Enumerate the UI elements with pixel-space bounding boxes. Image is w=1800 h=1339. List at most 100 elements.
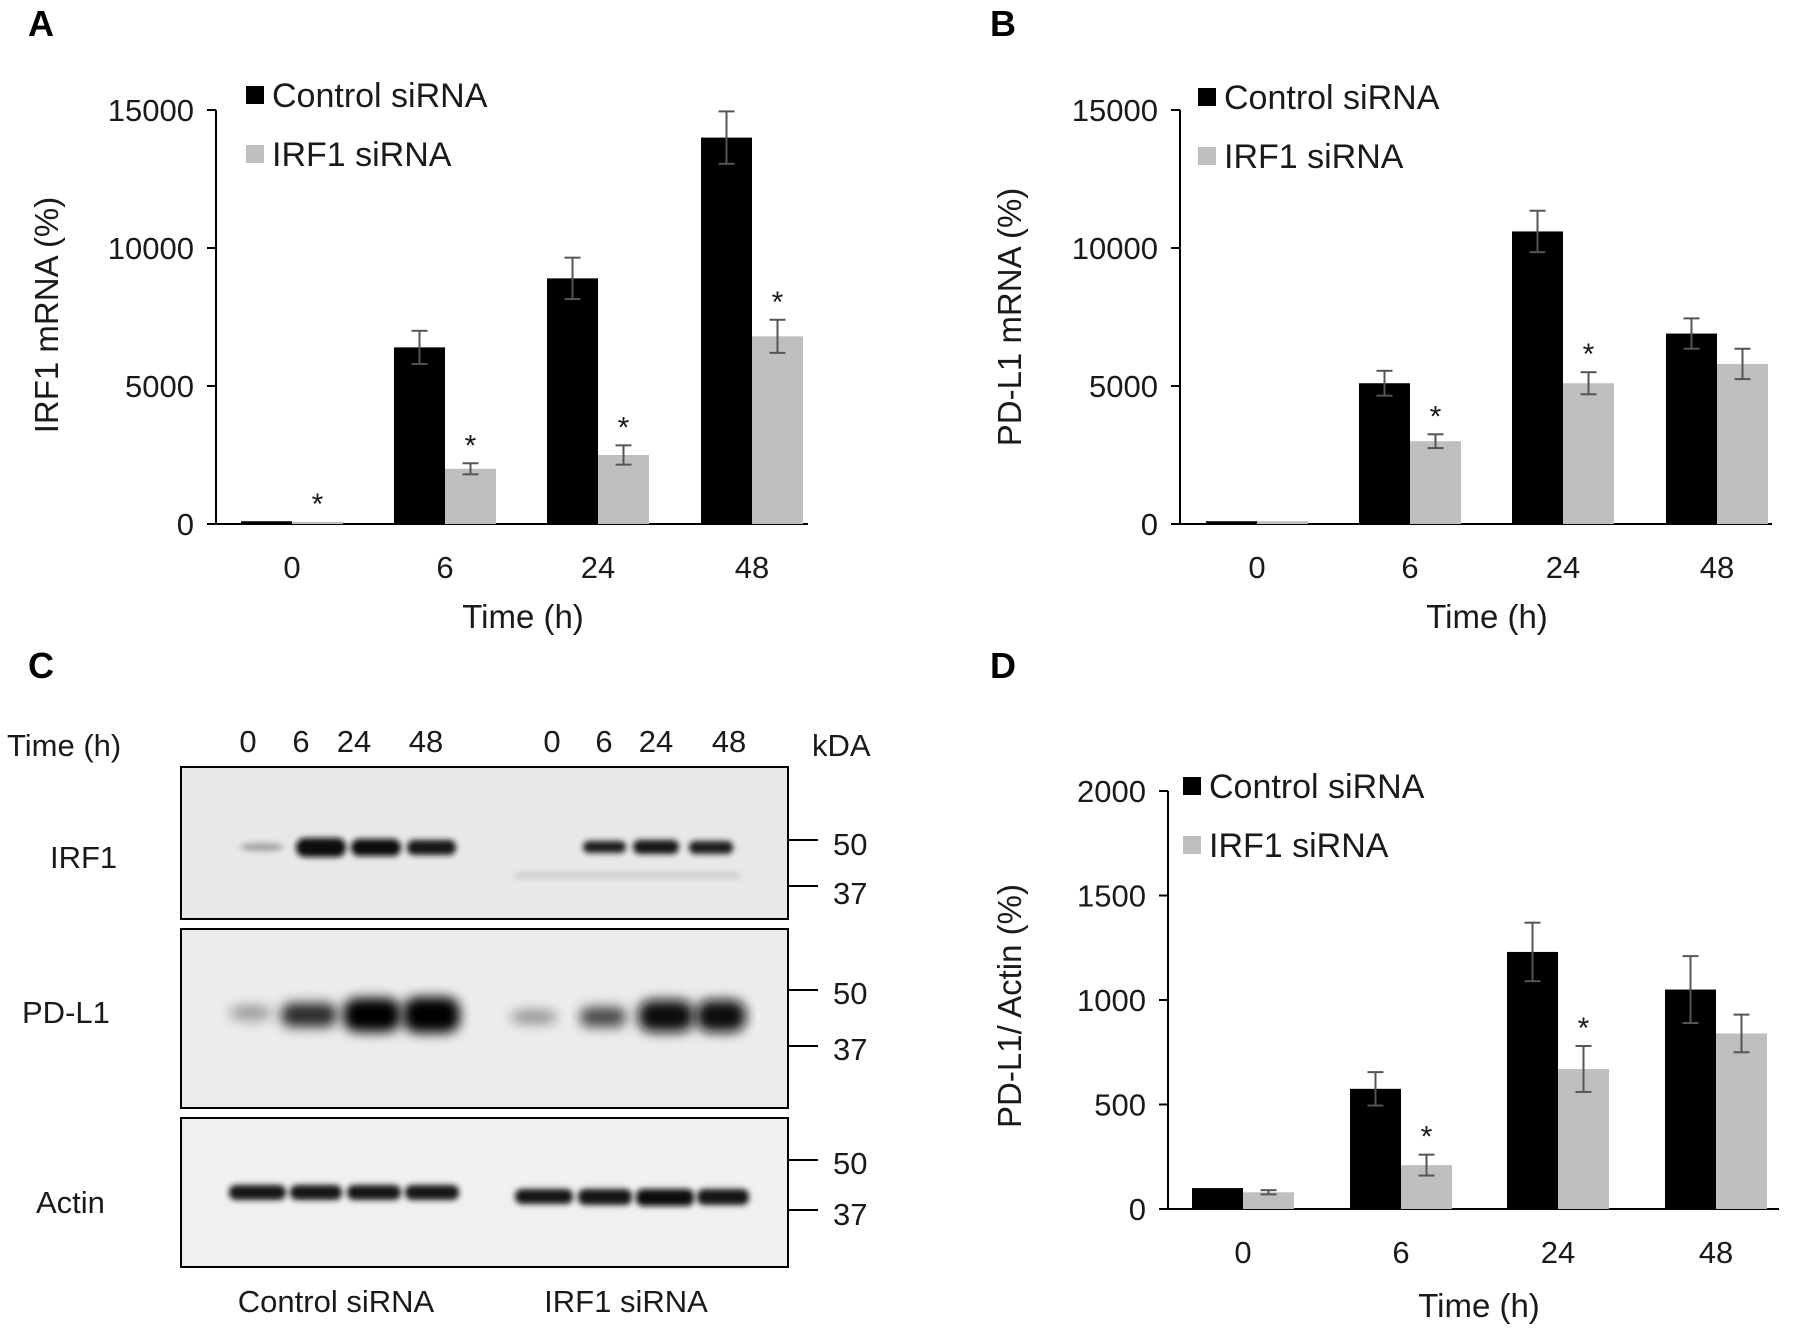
error-bar <box>1418 1153 1435 1177</box>
bar <box>1717 363 1768 524</box>
significance-marker: * <box>618 411 630 444</box>
y-tick-label: 5000 <box>125 369 194 404</box>
y-tick-label: 1000 <box>1077 983 1146 1018</box>
chart-a: IRF1 mRNA (%) Time (h) 0 5000 10000 15000 0… <box>28 77 808 635</box>
x-tick-label: 48 <box>1699 1235 1733 1270</box>
panel-letter-d: D <box>990 645 1016 686</box>
blot-band <box>347 1185 401 1200</box>
blot-band <box>696 1000 746 1032</box>
blot-lane-label: 0 <box>543 724 560 759</box>
blot-lane-label: 48 <box>409 724 443 759</box>
blot-band <box>638 1000 694 1032</box>
legend-swatch <box>1198 88 1216 106</box>
bar <box>445 468 496 524</box>
chart-b: PD-L1 mRNA (%) Time (h) 050001000015000 … <box>991 79 1772 635</box>
blot-band <box>580 1007 626 1027</box>
legend-label: Control siRNA <box>1224 79 1440 117</box>
chart-a-x-axis-title: Time (h) <box>462 598 584 635</box>
blot-lane-label: 48 <box>712 724 746 759</box>
y-tick-label: 10000 <box>108 231 194 266</box>
chart-b-x-ticks: 0 6 24 48 <box>1248 550 1734 585</box>
error-bar <box>1734 347 1751 381</box>
blot-pd-l1-label: PD-L1 <box>22 995 110 1030</box>
error-bar <box>1683 317 1700 350</box>
x-tick-label: 48 <box>1700 550 1734 585</box>
chart-d-x-axis-title: Time (h) <box>1418 1287 1540 1324</box>
blot-lane-label: 24 <box>639 724 673 759</box>
x-tick-label: 0 <box>1234 1235 1251 1270</box>
blot-band <box>510 1010 558 1024</box>
legend-label: Control siRNA <box>1209 768 1425 806</box>
error-bar <box>1682 955 1699 1024</box>
bar <box>1666 333 1717 524</box>
blot-marker-label: 37 <box>833 1032 867 1067</box>
blot-band <box>636 1189 694 1206</box>
blot-lane-label: 24 <box>337 724 371 759</box>
error-bar <box>1376 369 1393 397</box>
chart-a-legend: Control siRNA IRF1 siRNA <box>246 77 488 174</box>
legend-swatch <box>1183 777 1201 795</box>
blot-actin-label: Actin <box>36 1185 105 1220</box>
chart-d-bars: ** <box>1192 921 1767 1209</box>
blot-band <box>296 838 346 857</box>
bar <box>547 278 598 524</box>
blot-band <box>515 873 740 878</box>
blot-band <box>290 1185 342 1200</box>
bar <box>598 455 649 524</box>
blot-lane-label: 0 <box>239 724 256 759</box>
y-tick-label: 0 <box>177 507 194 542</box>
bar <box>292 521 343 524</box>
significance-marker: * <box>312 488 324 521</box>
panel-letter-a: A <box>28 3 54 44</box>
error-bar <box>1580 371 1597 396</box>
significance-marker: * <box>1430 400 1442 433</box>
chart-a-x-ticks: 0 6 24 48 <box>283 550 769 585</box>
blot-band <box>229 1005 273 1021</box>
chart-d: PD-L1/ Actin (%) Time (h) 0 500 1000 1500 20… <box>991 768 1779 1324</box>
chart-d-x-ticks: 0 6 24 48 <box>1234 1235 1733 1270</box>
y-tick-label: 2000 <box>1077 774 1146 809</box>
blot-band <box>407 840 456 855</box>
blot-group-label-control: Control siRNA <box>238 1284 435 1319</box>
panel-letter-c: C <box>28 645 54 686</box>
blot-actin: Actin 50 37 <box>36 1117 867 1268</box>
chart-d-legend: Control siRNA IRF1 siRNA <box>1183 768 1425 865</box>
x-tick-label: 24 <box>1546 550 1580 585</box>
error-bar <box>564 256 581 301</box>
bar <box>241 521 292 524</box>
blot-band <box>697 1189 749 1205</box>
significance-marker: * <box>772 286 784 319</box>
y-tick-label: 15000 <box>1072 93 1158 128</box>
significance-marker: * <box>465 429 477 462</box>
y-tick-label: 1500 <box>1077 879 1146 914</box>
x-tick-label: 48 <box>735 550 769 585</box>
legend-label: IRF1 siRNA <box>272 136 452 174</box>
y-tick-label: 500 <box>1094 1088 1146 1123</box>
x-tick-label: 6 <box>1392 1235 1409 1270</box>
y-tick-label: 10000 <box>1072 231 1158 266</box>
blot-membrane <box>180 766 789 920</box>
error-bar <box>1524 921 1541 983</box>
blot-irf1-label: IRF1 <box>50 840 117 875</box>
panel-letter-b: B <box>990 3 1016 44</box>
significance-marker: * <box>1583 338 1595 371</box>
bar <box>1359 383 1410 524</box>
blot-band <box>351 839 401 856</box>
western-blot: Time (h) kDA 0 6 24 48 0 6 24 48 IRF1 50… <box>7 724 871 1319</box>
bar <box>1716 1033 1767 1209</box>
y-tick-label: 15000 <box>108 93 194 128</box>
legend-label: Control siRNA <box>272 77 488 115</box>
bar <box>701 137 752 524</box>
blot-pd-l1: PD-L1 50 37 <box>22 928 867 1109</box>
chart-b-bars: ** <box>1206 209 1768 524</box>
bar <box>1410 441 1461 524</box>
bar <box>1192 1188 1243 1209</box>
x-tick-label: 24 <box>1541 1235 1575 1270</box>
blot-band <box>240 843 284 851</box>
error-bar <box>1733 1013 1750 1054</box>
legend-label: IRF1 siRNA <box>1224 138 1404 176</box>
blot-band <box>405 1185 459 1200</box>
blot-band <box>515 1189 573 1204</box>
x-tick-label: 6 <box>1401 550 1418 585</box>
